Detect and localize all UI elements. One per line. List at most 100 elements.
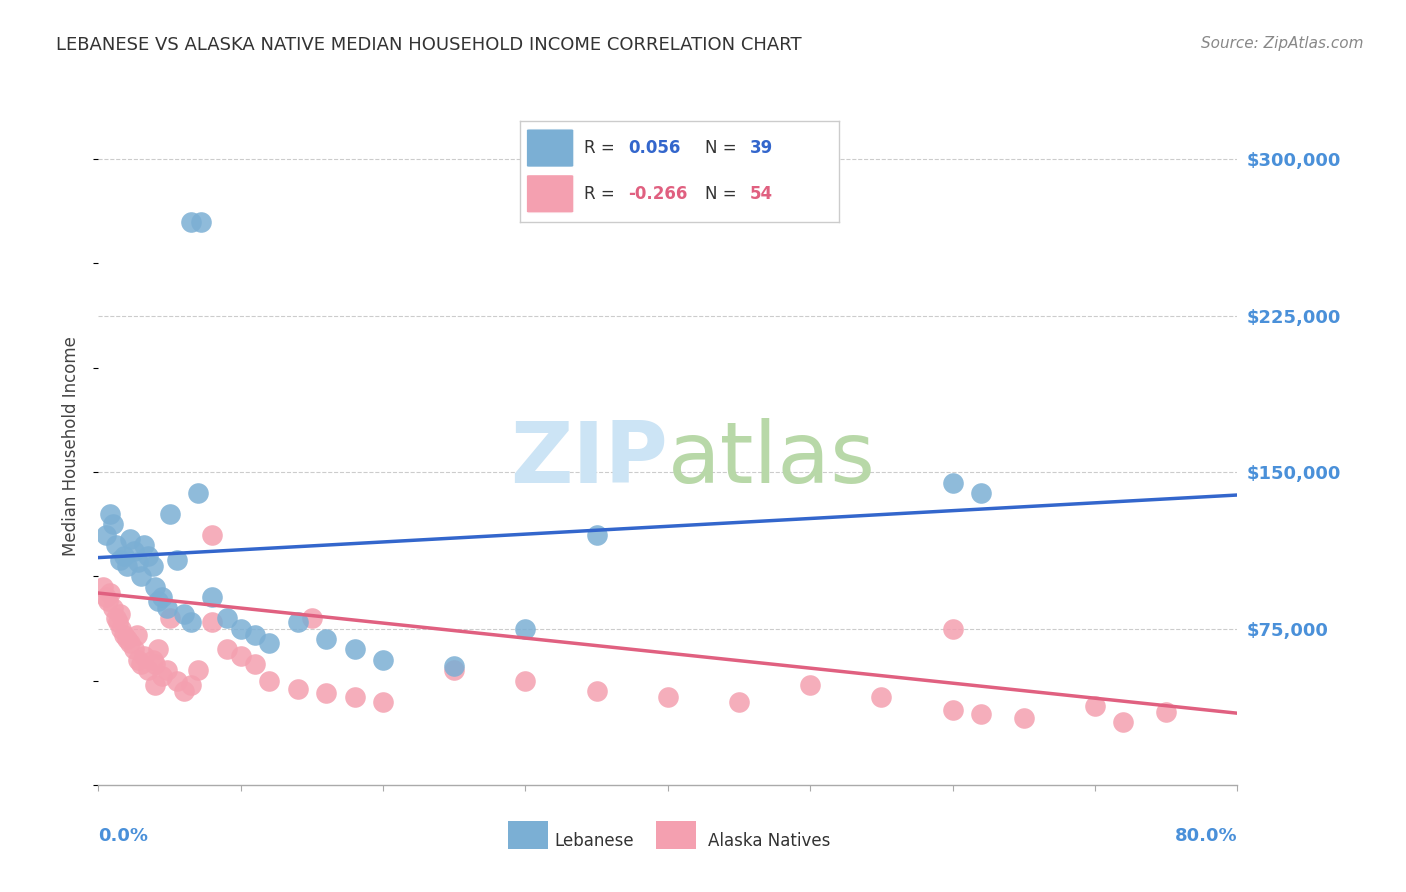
Point	[148, 642, 170, 657]
Point	[243, 628, 266, 642]
Point	[132, 648, 155, 663]
Text: atlas: atlas	[668, 418, 876, 501]
Point	[108, 607, 131, 621]
Point	[443, 659, 465, 673]
Point	[125, 628, 148, 642]
Point	[156, 600, 179, 615]
Point	[159, 611, 181, 625]
Point	[373, 694, 395, 708]
Point	[1112, 715, 1135, 730]
Point	[122, 544, 145, 558]
Point	[657, 690, 679, 705]
Point	[229, 648, 252, 663]
Point	[107, 615, 129, 630]
Point	[1012, 711, 1035, 725]
Point	[229, 622, 252, 636]
Point	[98, 507, 121, 521]
Point	[287, 615, 309, 630]
Point	[373, 653, 395, 667]
Point	[104, 611, 127, 625]
Point	[118, 532, 141, 546]
Point	[122, 642, 145, 657]
Text: 0.0%: 0.0%	[98, 827, 149, 845]
Point	[315, 686, 337, 700]
Point	[118, 636, 141, 650]
Point	[942, 475, 965, 490]
Point	[112, 628, 135, 642]
Point	[132, 538, 155, 552]
Point	[799, 678, 821, 692]
Point	[148, 594, 170, 608]
Point	[315, 632, 337, 646]
Point	[173, 607, 195, 621]
Point	[145, 580, 167, 594]
Point	[301, 611, 323, 625]
Point	[870, 690, 893, 705]
Point	[190, 215, 212, 229]
Text: Alaska Natives: Alaska Natives	[707, 832, 830, 850]
Point	[970, 486, 993, 500]
Point	[201, 527, 224, 541]
Point	[201, 591, 224, 605]
Point	[243, 657, 266, 671]
Point	[91, 580, 114, 594]
Point	[259, 636, 281, 650]
Point	[141, 653, 163, 667]
Point	[166, 673, 188, 688]
Point	[173, 684, 195, 698]
Point	[942, 703, 965, 717]
Point	[127, 555, 149, 569]
Point	[585, 527, 607, 541]
Point	[129, 569, 152, 583]
Point	[180, 678, 202, 692]
Y-axis label: Median Household Income: Median Household Income	[62, 336, 80, 556]
Point	[112, 549, 135, 563]
Point	[287, 681, 309, 696]
Text: 80.0%: 80.0%	[1174, 827, 1237, 845]
Point	[187, 486, 209, 500]
Point	[98, 586, 121, 600]
Point	[1154, 705, 1177, 719]
Point	[110, 622, 132, 636]
Point	[166, 552, 188, 566]
Point	[152, 669, 174, 683]
Point	[515, 622, 537, 636]
Point	[343, 690, 366, 705]
Point	[215, 642, 238, 657]
Point	[127, 653, 149, 667]
Point	[145, 657, 167, 671]
Point	[115, 632, 138, 646]
Point	[101, 600, 124, 615]
Point	[585, 684, 607, 698]
Point	[94, 527, 117, 541]
Point	[942, 622, 965, 636]
Point	[97, 594, 120, 608]
Point	[94, 591, 117, 605]
Point	[215, 611, 238, 625]
Text: Source: ZipAtlas.com: Source: ZipAtlas.com	[1201, 36, 1364, 51]
Point	[104, 538, 127, 552]
Point	[187, 663, 209, 677]
Point	[159, 507, 181, 521]
Point	[101, 517, 124, 532]
Point	[141, 558, 163, 573]
Point	[515, 673, 537, 688]
Point	[145, 678, 167, 692]
Point	[129, 657, 152, 671]
Text: ZIP: ZIP	[510, 418, 668, 501]
Point	[180, 215, 202, 229]
Point	[201, 615, 224, 630]
Point	[108, 552, 131, 566]
Text: LEBANESE VS ALASKA NATIVE MEDIAN HOUSEHOLD INCOME CORRELATION CHART: LEBANESE VS ALASKA NATIVE MEDIAN HOUSEHO…	[56, 36, 801, 54]
Point	[728, 694, 751, 708]
Point	[1084, 698, 1107, 713]
Point	[259, 673, 281, 688]
Text: Lebanese: Lebanese	[554, 832, 634, 850]
Point	[115, 558, 138, 573]
Point	[343, 642, 366, 657]
Point	[970, 706, 993, 721]
Point	[443, 663, 465, 677]
Point	[136, 663, 159, 677]
Point	[152, 591, 174, 605]
Point	[136, 549, 159, 563]
